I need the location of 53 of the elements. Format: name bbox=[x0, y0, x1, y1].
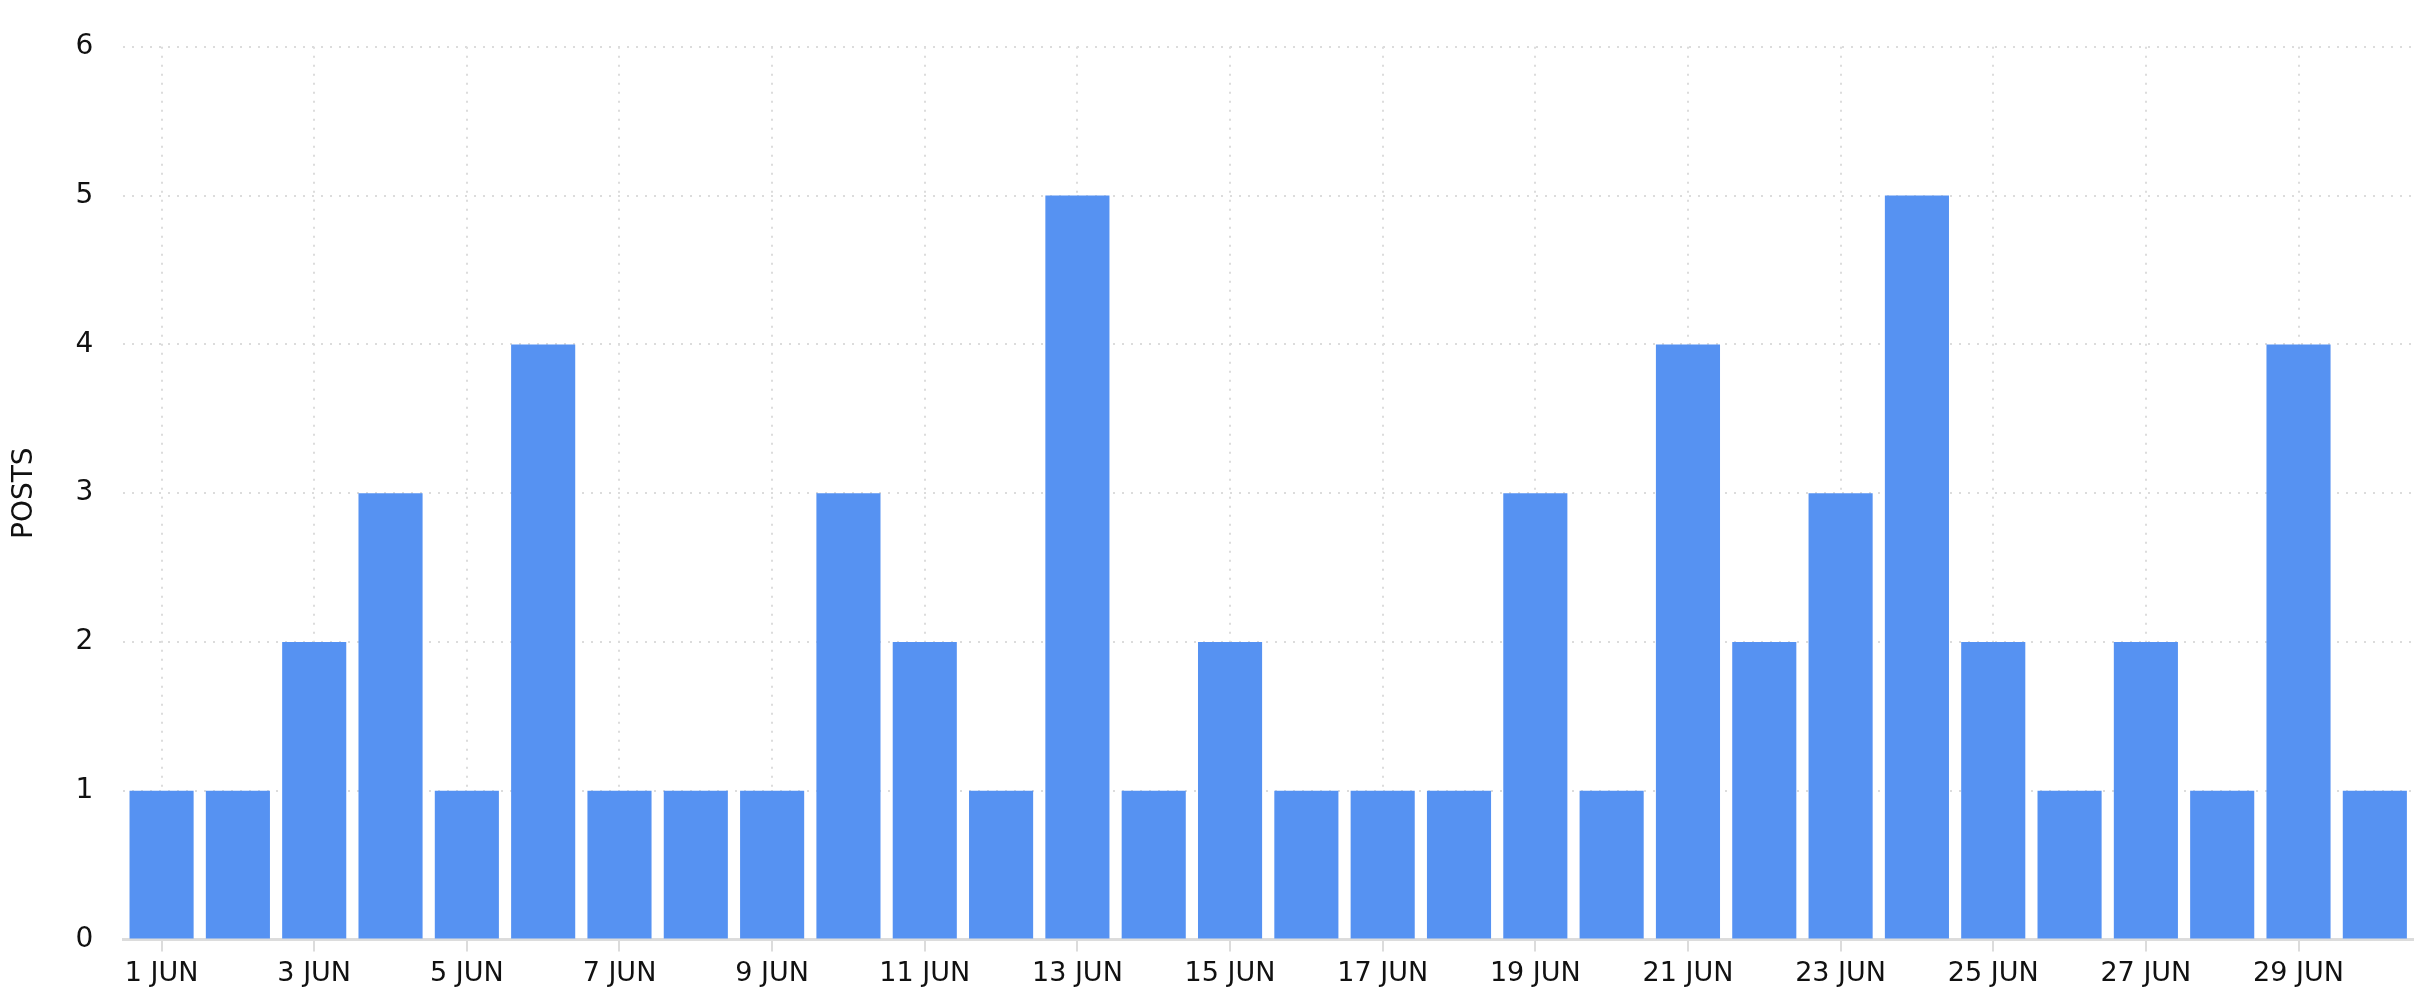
bar bbox=[1961, 642, 2026, 939]
y-tick-label: 0 bbox=[75, 920, 94, 954]
y-axis-title: POSTS bbox=[6, 447, 40, 539]
x-tick-label: 21 JUN bbox=[1642, 955, 1734, 987]
bar bbox=[740, 790, 805, 939]
bar bbox=[282, 642, 347, 939]
bar bbox=[1655, 344, 1721, 939]
bar bbox=[1808, 493, 1873, 939]
y-tick-label: 5 bbox=[75, 176, 94, 210]
x-tick-label: 25 JUN bbox=[1947, 955, 2039, 987]
x-tick-label: 7 JUN bbox=[582, 955, 657, 987]
bar bbox=[434, 790, 499, 939]
bar bbox=[2037, 790, 2102, 939]
y-tick-label: 6 bbox=[75, 28, 94, 62]
bar bbox=[2190, 790, 2255, 939]
bar bbox=[587, 790, 652, 939]
bar bbox=[358, 493, 423, 939]
bar bbox=[1274, 790, 1339, 939]
bar bbox=[2113, 642, 2178, 939]
bar bbox=[816, 493, 881, 939]
x-tick-label: 11 JUN bbox=[879, 955, 971, 987]
x-tick-label: 9 JUN bbox=[735, 955, 809, 987]
bar bbox=[1579, 790, 1644, 939]
bar bbox=[1884, 195, 1949, 939]
x-tick-label: 1 JUN bbox=[124, 955, 199, 987]
y-tick-label: 1 bbox=[75, 772, 94, 806]
y-tick-label: 3 bbox=[75, 474, 94, 508]
bar bbox=[1426, 790, 1492, 939]
bar bbox=[1045, 195, 1110, 939]
bar bbox=[892, 642, 957, 939]
bar bbox=[129, 790, 194, 939]
bar bbox=[511, 344, 576, 939]
x-tick-label: 17 JUN bbox=[1337, 955, 1429, 987]
x-tick-label: 29 JUN bbox=[2253, 955, 2344, 987]
bar bbox=[2342, 790, 2407, 939]
bar bbox=[1197, 642, 1263, 939]
bar bbox=[205, 790, 270, 939]
x-tick-label: 23 JUN bbox=[1795, 955, 1887, 987]
bar bbox=[1350, 790, 1415, 939]
bar bbox=[663, 790, 728, 939]
y-tick-label: 2 bbox=[75, 623, 94, 657]
x-tick-label: 3 JUN bbox=[277, 955, 352, 987]
x-tick-label: 13 JUN bbox=[1031, 955, 1123, 987]
x-tick-label: 27 JUN bbox=[2100, 955, 2192, 987]
x-tick-label: 19 JUN bbox=[1489, 955, 1581, 987]
bar bbox=[2266, 344, 2331, 939]
x-tick-label: 5 JUN bbox=[430, 955, 504, 987]
bar bbox=[1732, 642, 1797, 939]
bar bbox=[1121, 790, 1186, 939]
y-tick-label: 4 bbox=[75, 325, 94, 359]
bar bbox=[1503, 493, 1568, 939]
bar bbox=[969, 790, 1034, 939]
x-tick-label: 15 JUN bbox=[1184, 955, 1276, 987]
